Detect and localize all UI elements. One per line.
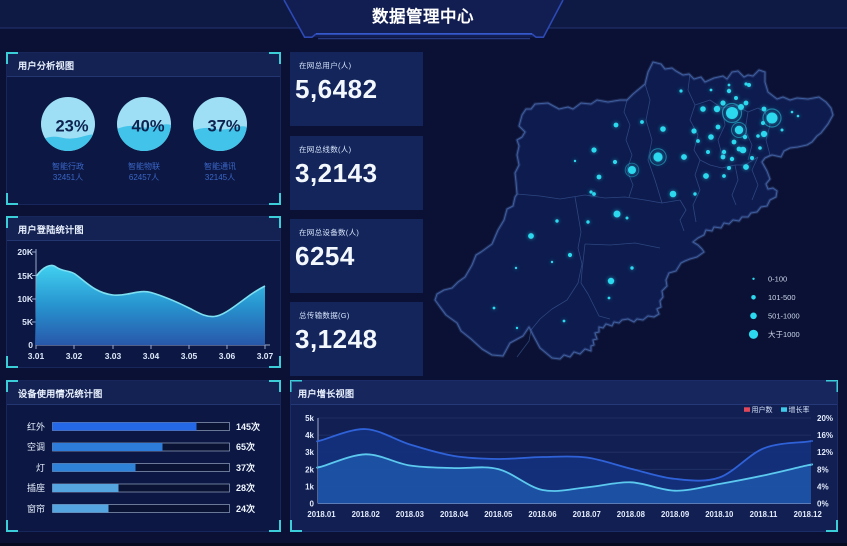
svg-text:3.03: 3.03: [105, 351, 122, 361]
svg-text:2018.04: 2018.04: [440, 510, 469, 519]
svg-text:40%: 40%: [131, 118, 164, 136]
svg-text:插座: 插座: [27, 482, 45, 493]
svg-text:3.02: 3.02: [66, 351, 83, 361]
svg-text:1k: 1k: [305, 482, 314, 491]
svg-text:62457人: 62457人: [129, 173, 159, 182]
svg-text:0%: 0%: [817, 500, 829, 509]
svg-text:2018.09: 2018.09: [661, 510, 690, 519]
svg-text:2k: 2k: [305, 465, 314, 474]
svg-text:37次: 37次: [236, 462, 255, 473]
svg-text:大于1000: 大于1000: [768, 329, 800, 339]
svg-text:145次: 145次: [236, 421, 260, 432]
svg-text:2018.05: 2018.05: [484, 510, 513, 519]
svg-text:5K: 5K: [22, 317, 34, 327]
svg-text:0-100: 0-100: [768, 275, 787, 284]
svg-text:3.06: 3.06: [219, 351, 236, 361]
svg-text:501-1000: 501-1000: [768, 312, 800, 321]
svg-text:红外: 红外: [27, 421, 45, 432]
svg-text:3.01: 3.01: [28, 351, 45, 361]
svg-text:101-500: 101-500: [768, 293, 796, 302]
svg-text:2018.01: 2018.01: [307, 510, 336, 519]
svg-text:0: 0: [28, 340, 33, 350]
svg-text:3k: 3k: [305, 448, 314, 457]
svg-text:20%: 20%: [817, 414, 833, 423]
svg-text:2018.12: 2018.12: [794, 510, 823, 519]
svg-text:5k: 5k: [305, 414, 314, 423]
svg-text:23%: 23%: [55, 118, 88, 136]
svg-text:智能通讯: 智能通讯: [204, 161, 236, 171]
svg-text:16%: 16%: [817, 431, 833, 440]
svg-text:智能物联: 智能物联: [128, 161, 160, 171]
svg-text:2018.10: 2018.10: [705, 510, 734, 519]
svg-text:2018.06: 2018.06: [528, 510, 557, 519]
svg-text:65次: 65次: [236, 441, 255, 452]
svg-text:28次: 28次: [236, 482, 255, 493]
svg-text:2018.02: 2018.02: [352, 510, 381, 519]
svg-text:3.05: 3.05: [181, 351, 198, 361]
svg-text:3.04: 3.04: [143, 351, 160, 361]
svg-text:32451人: 32451人: [53, 173, 83, 182]
svg-text:24次: 24次: [236, 503, 255, 514]
svg-text:2018.07: 2018.07: [573, 510, 601, 519]
svg-text:2018.11: 2018.11: [750, 510, 778, 519]
svg-text:3.07: 3.07: [257, 351, 274, 361]
svg-text:用户数: 用户数: [752, 405, 773, 414]
svg-text:12%: 12%: [817, 448, 833, 457]
svg-text:8%: 8%: [817, 465, 829, 474]
svg-text:空调: 空调: [27, 441, 45, 452]
svg-text:数据管理中心: 数据管理中心: [372, 6, 474, 26]
svg-text:32145人: 32145人: [205, 173, 235, 182]
svg-text:2018.03: 2018.03: [396, 510, 425, 519]
svg-text:10K: 10K: [17, 294, 33, 304]
svg-text:37%: 37%: [207, 118, 240, 136]
svg-text:4%: 4%: [817, 482, 829, 491]
svg-text:2018.08: 2018.08: [617, 510, 646, 519]
svg-text:20K: 20K: [17, 247, 33, 257]
svg-text:增长率: 增长率: [789, 405, 810, 414]
svg-text:窗帘: 窗帘: [27, 503, 45, 514]
svg-text:15K: 15K: [17, 271, 33, 281]
svg-text:智能行政: 智能行政: [52, 161, 84, 171]
svg-text:0: 0: [310, 500, 315, 509]
svg-text:4k: 4k: [305, 431, 314, 440]
svg-text:灯: 灯: [36, 463, 45, 473]
